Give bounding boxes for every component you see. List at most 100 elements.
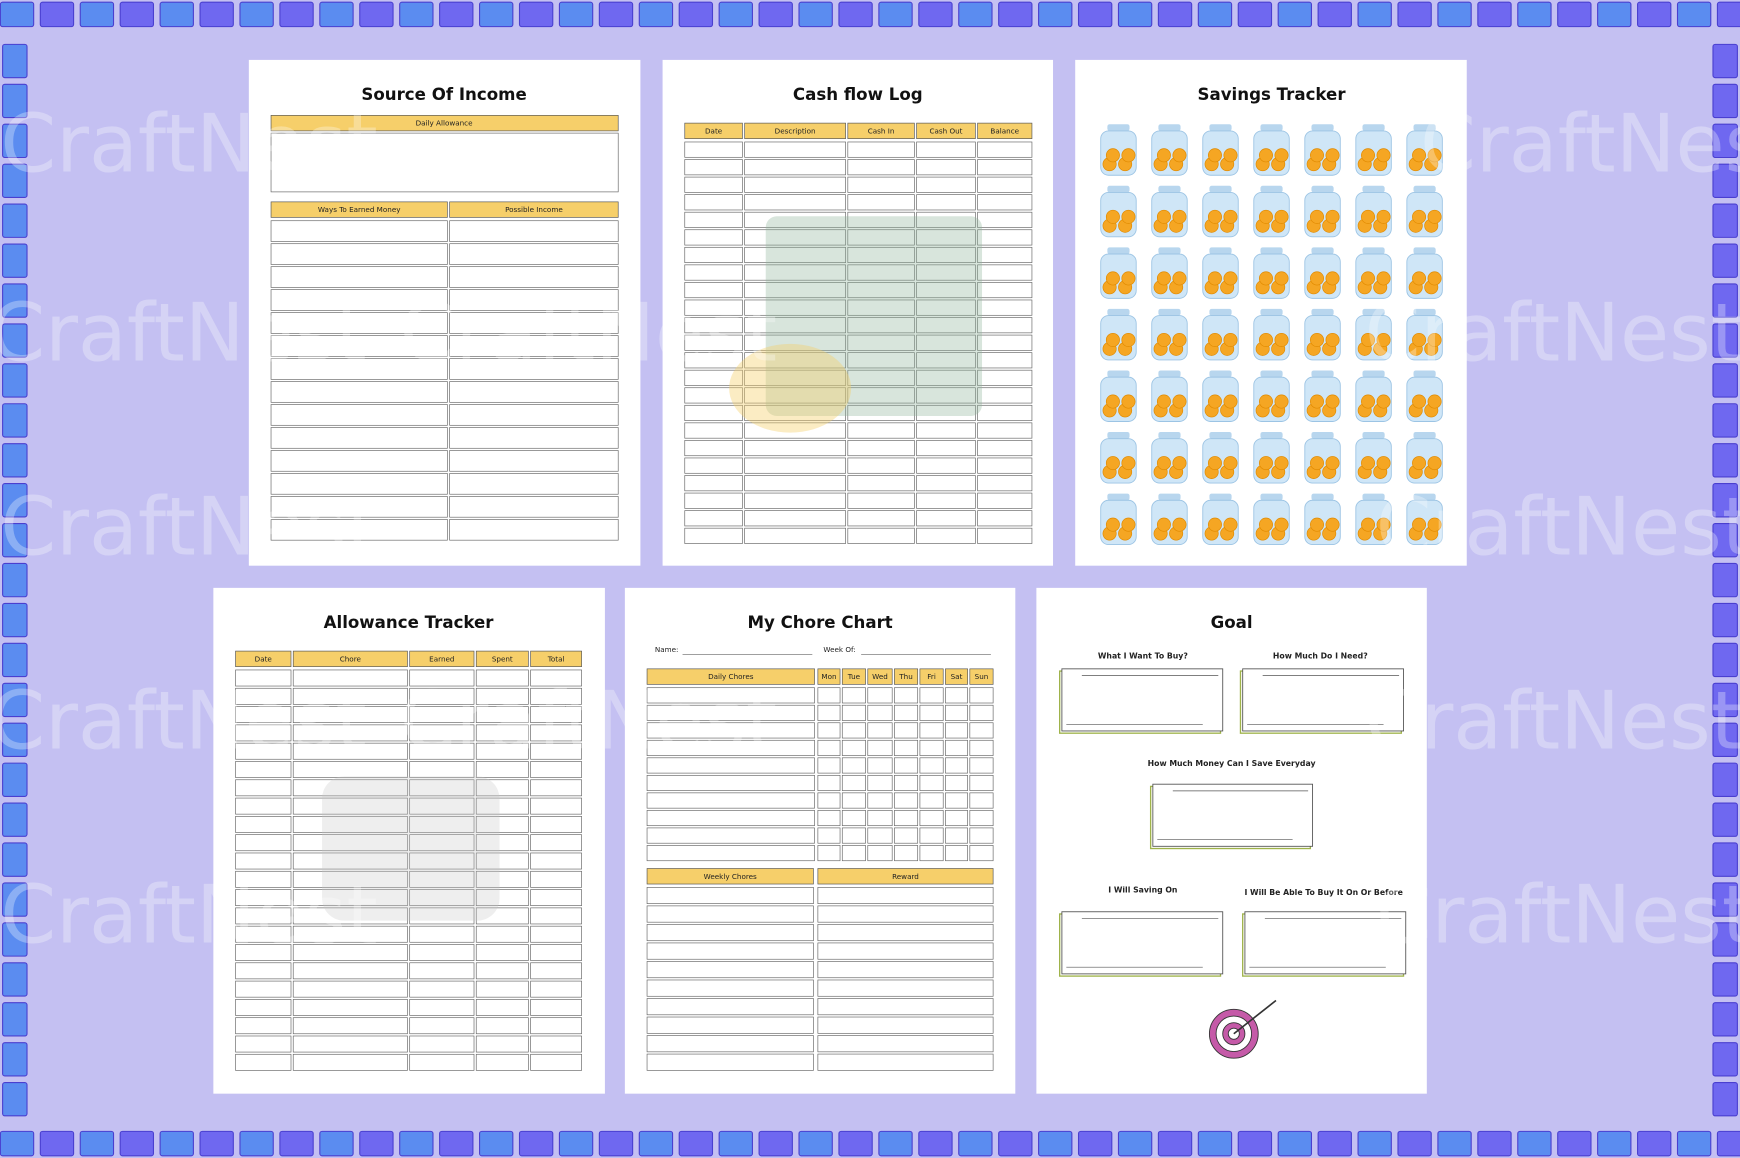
table-cell bbox=[684, 440, 743, 457]
table-cell bbox=[977, 475, 1033, 492]
jar-lid bbox=[1413, 370, 1436, 378]
frame-tile bbox=[1397, 1, 1432, 28]
table-cell bbox=[270, 450, 448, 472]
coin bbox=[1223, 517, 1238, 532]
coin bbox=[1172, 209, 1187, 224]
table-cell bbox=[530, 962, 582, 980]
table-cell bbox=[916, 264, 976, 281]
box-header bbox=[270, 115, 619, 132]
frame-tile bbox=[958, 1, 993, 28]
table-header bbox=[817, 868, 994, 885]
frame-tile bbox=[359, 1, 394, 28]
frame-tile bbox=[1716, 1130, 1740, 1157]
watermark: CraftNest bbox=[0, 98, 377, 191]
frame-tile bbox=[2, 562, 28, 598]
table-cell bbox=[409, 925, 475, 943]
table-cell bbox=[684, 176, 743, 193]
table-cell bbox=[292, 925, 408, 943]
table-cell bbox=[475, 962, 529, 980]
coin bbox=[1172, 148, 1187, 163]
table-cell bbox=[409, 797, 475, 815]
frame-tile bbox=[1712, 283, 1738, 318]
coin bbox=[1156, 209, 1171, 224]
frame-tile bbox=[1237, 1130, 1273, 1157]
table-cell bbox=[894, 687, 919, 704]
table-cell bbox=[530, 1017, 582, 1035]
table-cell bbox=[894, 739, 919, 756]
table-cell bbox=[475, 687, 529, 705]
frame-tile bbox=[838, 1130, 873, 1157]
table-cell bbox=[475, 1035, 529, 1053]
coin bbox=[1310, 517, 1324, 532]
table-cell bbox=[530, 706, 582, 723]
table-cell bbox=[530, 852, 582, 870]
table-cell bbox=[292, 907, 408, 925]
frame-tile bbox=[2, 882, 28, 917]
table-cell bbox=[475, 816, 529, 833]
frame-tile bbox=[39, 1, 75, 28]
table-header bbox=[841, 668, 866, 685]
sheet bbox=[213, 587, 605, 1094]
coin bbox=[1412, 209, 1427, 224]
frame-tile bbox=[1157, 1, 1193, 28]
frame-tile bbox=[1712, 682, 1738, 718]
coin bbox=[1427, 456, 1442, 471]
table-cell bbox=[475, 761, 529, 778]
frame-tile bbox=[1712, 562, 1738, 598]
frame-tile bbox=[1712, 363, 1738, 398]
jar-lid bbox=[1107, 493, 1130, 501]
coin bbox=[1376, 148, 1391, 163]
jar-lid bbox=[1413, 493, 1436, 501]
table-header bbox=[530, 650, 582, 667]
table-cell bbox=[530, 870, 582, 888]
table-cell bbox=[847, 317, 915, 334]
table-header bbox=[919, 668, 944, 685]
jar-lid bbox=[1158, 124, 1181, 131]
table-cell bbox=[919, 792, 944, 809]
table-cell bbox=[744, 282, 846, 299]
frame-tile bbox=[0, 1, 35, 28]
watermark: CraftNest bbox=[1365, 674, 1740, 767]
table-cell bbox=[867, 757, 893, 774]
table-cell bbox=[475, 742, 529, 760]
table-cell bbox=[684, 510, 743, 527]
table-cell bbox=[292, 1053, 408, 1071]
coin bbox=[1376, 209, 1391, 224]
jar-lid bbox=[1209, 370, 1232, 378]
table-cell bbox=[916, 194, 976, 211]
table-cell bbox=[235, 834, 292, 852]
coin bbox=[1105, 394, 1120, 409]
jar-lid bbox=[1362, 308, 1385, 316]
table-cell bbox=[475, 779, 529, 797]
frame-tile bbox=[1237, 1, 1273, 28]
table-cell bbox=[919, 810, 944, 827]
jar-lid bbox=[1260, 247, 1283, 255]
coin bbox=[1376, 456, 1391, 471]
table-cell bbox=[475, 980, 529, 998]
frame-tile bbox=[918, 1130, 953, 1157]
table-cell bbox=[847, 159, 915, 176]
box bbox=[270, 132, 619, 193]
table-cell bbox=[475, 669, 529, 687]
coin bbox=[1121, 456, 1136, 471]
frame-tile bbox=[1517, 1130, 1552, 1157]
frame-tile bbox=[2, 922, 28, 957]
table-cell bbox=[684, 282, 743, 299]
frame-tile bbox=[1712, 722, 1738, 758]
table-cell bbox=[847, 246, 915, 263]
table-cell bbox=[847, 141, 915, 158]
table-cell bbox=[969, 722, 994, 739]
watermark-layer: CraftNest CraftNest CraftNest CraftNest Craf… bbox=[0, 98, 1740, 962]
frame-tile bbox=[798, 1, 833, 28]
frame-tile bbox=[1712, 443, 1738, 478]
table-cell bbox=[916, 229, 976, 246]
coin bbox=[1325, 394, 1340, 409]
page-title: Source Of Income bbox=[361, 85, 526, 104]
table-cell bbox=[409, 724, 475, 742]
frame-tile bbox=[1437, 1, 1472, 28]
table-cell bbox=[817, 845, 841, 862]
illustration bbox=[322, 776, 500, 921]
frame-tile bbox=[119, 1, 155, 28]
table-cell bbox=[646, 979, 814, 997]
coin bbox=[1121, 209, 1136, 224]
